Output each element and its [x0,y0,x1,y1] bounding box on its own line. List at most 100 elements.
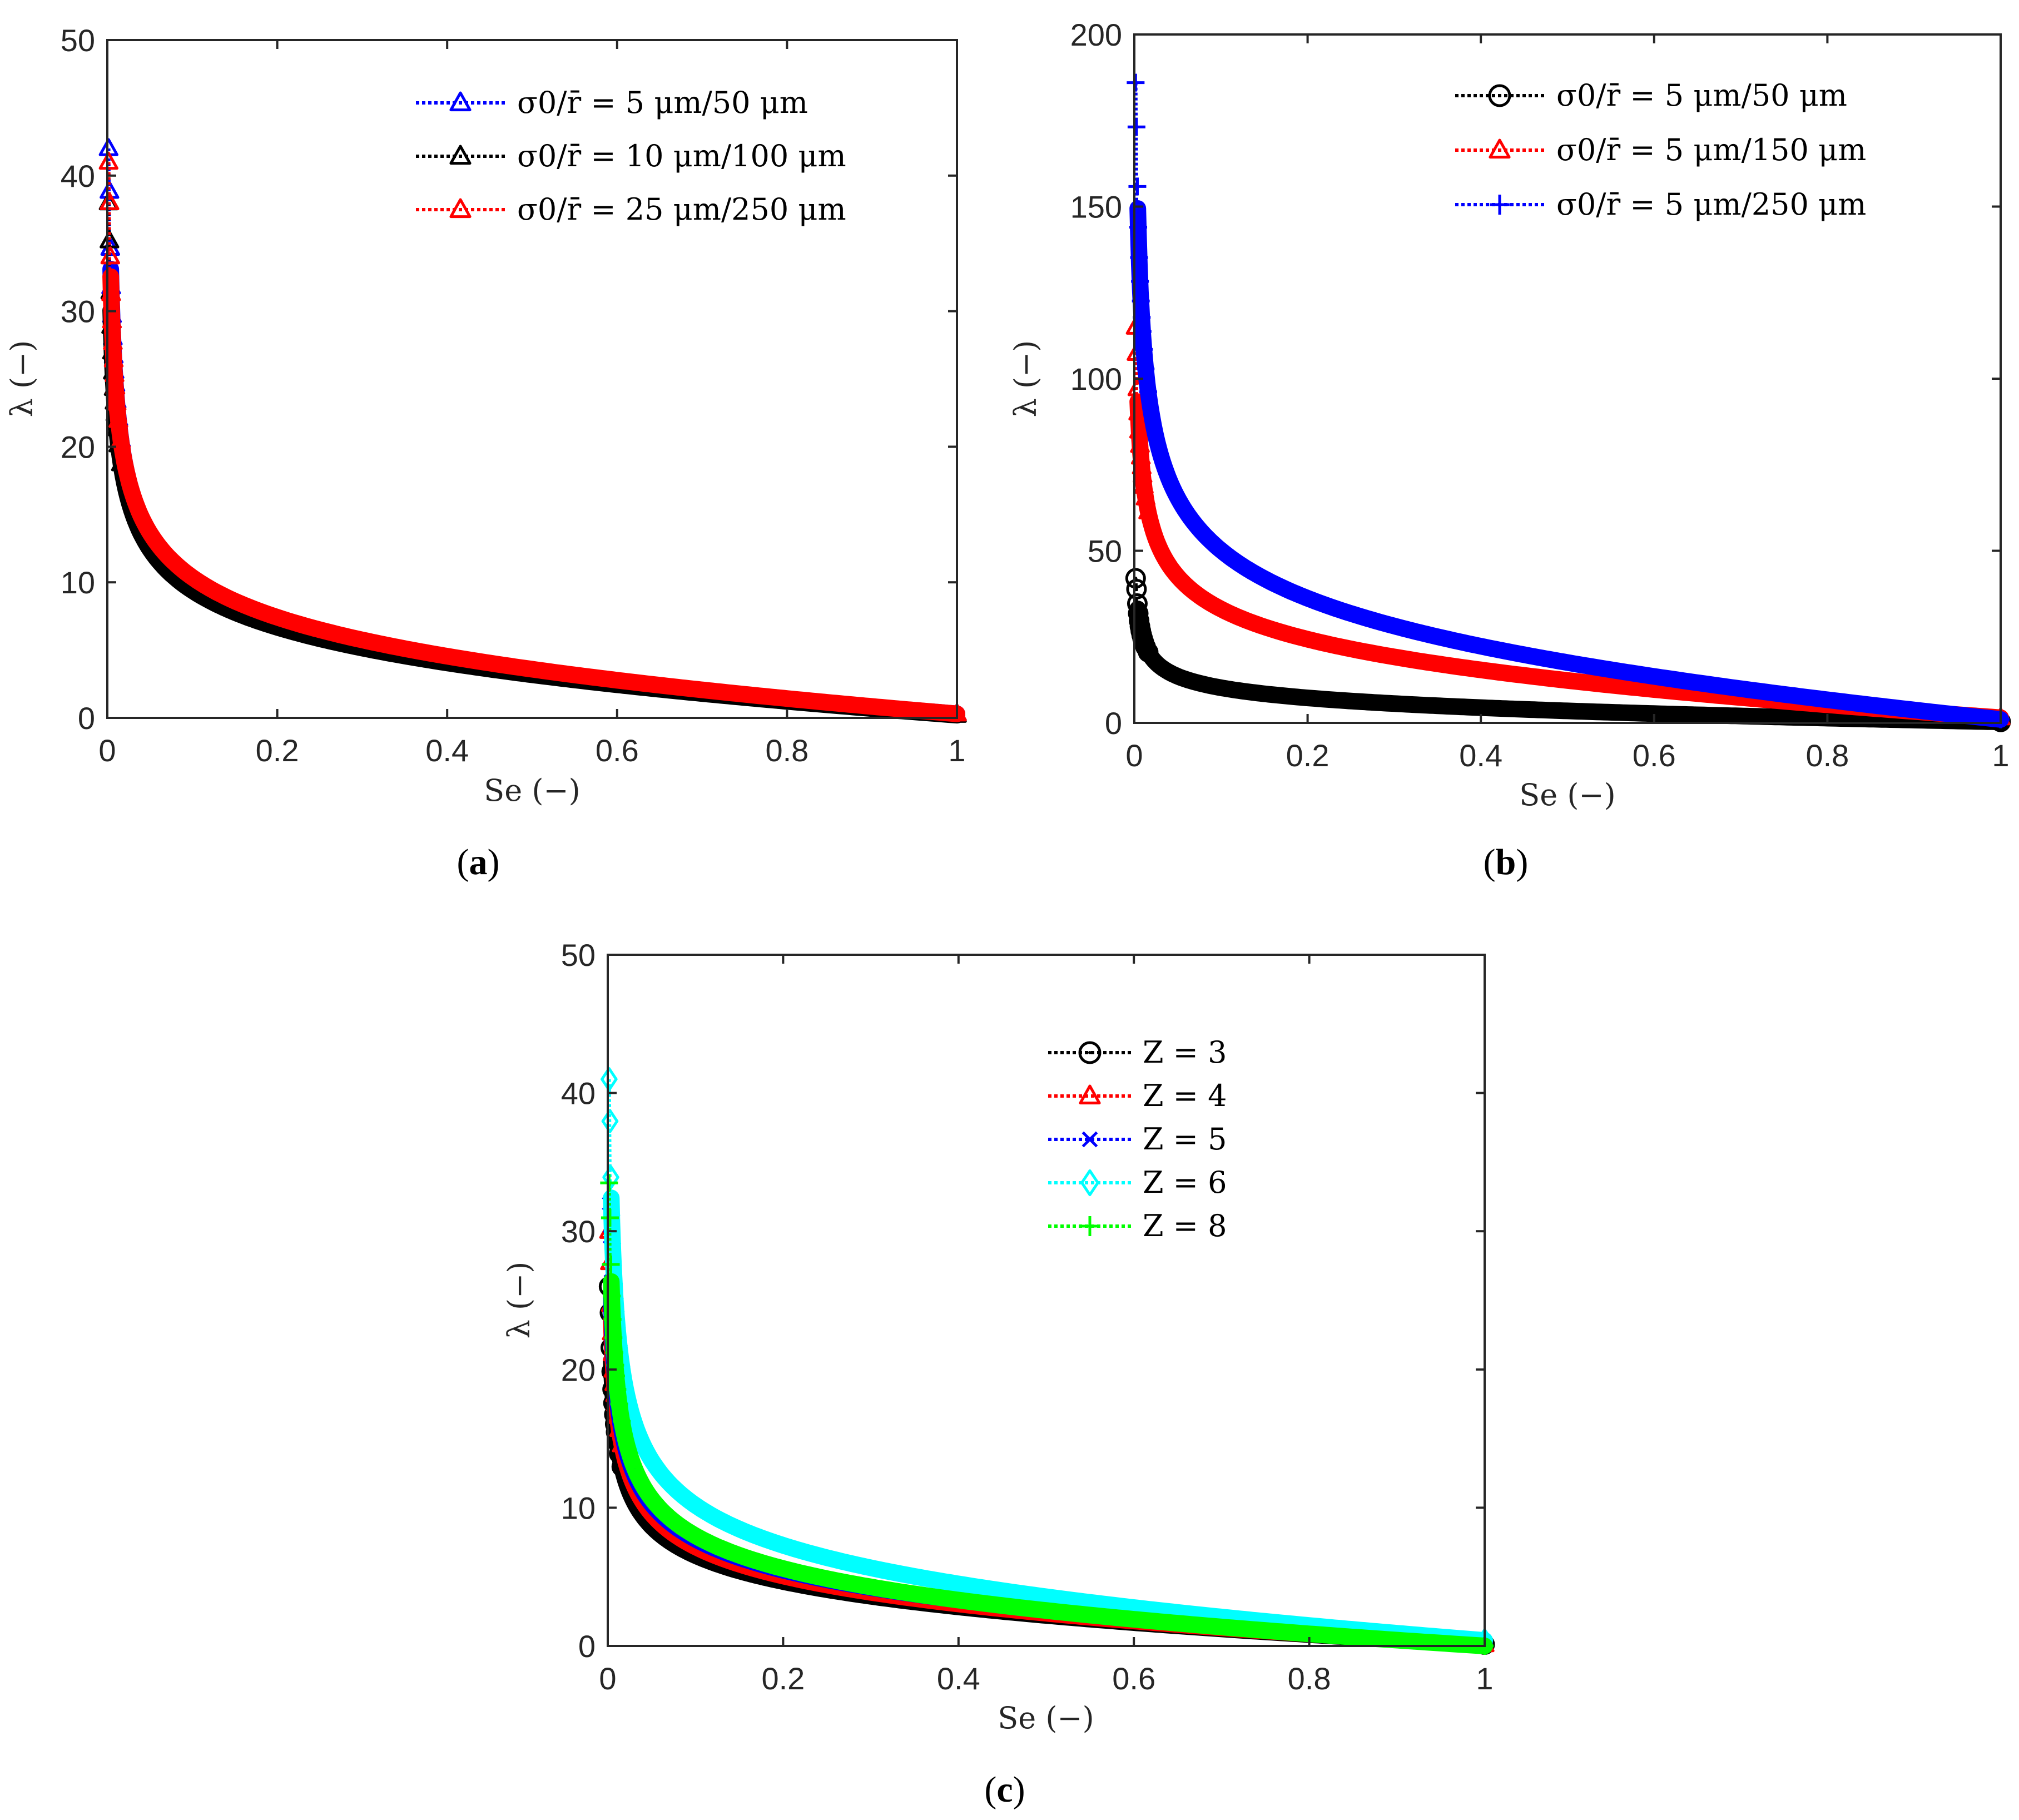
panel-b-series-2-point-10 [1137,360,1155,378]
panel-c-y-tick-label: 0 [578,1629,596,1664]
panel-c-series-3-band [603,1189,1493,1649]
panel-a-x-tick-label: 0 [98,733,116,768]
panel-c-legend-label: Z = 5 [1143,1122,1227,1157]
panel-b-legend-label: σ0/r̄ = 5 μm/50 μm [1556,78,1847,113]
panel-b-series-2-point-1 [1127,118,1145,136]
panel-a-series-2-point-10 [108,410,128,428]
panel-b-y-axis-label: λ (−) [1008,340,1043,418]
panel-a-x-axis-label: Se (−) [484,773,581,808]
panel-c-legend-label: Z = 8 [1143,1208,1227,1243]
panel-c-x-tick-label: 0.4 [937,1661,980,1696]
panel-a-series-2-point-5 [103,332,123,350]
panel-b-y-tick-label: 50 [1088,534,1122,569]
panel-c-x-axis-label: Se (−) [998,1700,1094,1735]
panel-b-ticks: 0 0.2 0.4 0.6 0.8 1 0 50 100 150 200 [1070,17,2010,773]
panel-a-x-tick-label: 0.4 [425,733,469,768]
panel-a-series-2-point-9 [107,393,127,411]
panel-c-legend-entry: Z = 6 [1048,1165,1227,1200]
panel-c-legend-entry: Z = 5 [1048,1122,1227,1157]
panel-b-legend-marker-1 [1489,138,1511,159]
panel-a-y-tick-label: 30 [61,294,95,329]
panel-b-y-tick-label: 100 [1070,361,1122,396]
panel-b-series-1-point-6 [1130,447,1151,465]
panel-a-y-tick-label: 0 [78,701,95,736]
panel-b-x-tick-label: 1 [1992,738,2009,773]
panel-b-series-2-point-0 [1127,73,1145,92]
panel-a-y-tick-label: 10 [61,565,95,600]
panel-c-caption: (c) [984,1769,1025,1810]
panel-c-series-2 [602,1196,1493,1652]
panel-c-series-4-point-2 [602,1255,620,1273]
panel-c-series-3-point-1 [601,1109,619,1133]
panel-b-series-2-point-4 [1130,249,1148,267]
panel-a-series-1-band [102,302,965,724]
panel-b-y-tick-label: 0 [1105,706,1122,741]
panel-c-legend-marker-4 [1080,1216,1100,1236]
panel-c-legend-marker-3 [1080,1169,1099,1197]
panel-c-legend-label: Z = 3 [1143,1035,1227,1070]
panel-a-series-2-point-1 [100,192,120,210]
panel-b-series-2 [1127,73,2010,728]
panel-a-x-tick-label: 1 [948,733,965,768]
panel-a-axes-box [106,39,958,719]
panel-b-series-0-point-11 [1138,642,1159,663]
panel-b-series-2-band [1129,200,2009,728]
panel-a-y-tick-label: 20 [61,429,95,464]
panel-c-x-tick-label: 0 [599,1661,616,1696]
panel-a-legend: σ0/r̄ = 5 μm/50 μm σ0/r̄ = 10 μm/100 μm σ0… [416,85,846,227]
panel-b-legend-entry: σ0/r̄ = 5 μm/250 μm [1455,187,1866,222]
panel-a-legend-label: σ0/r̄ = 25 μm/250 μm [517,192,846,227]
panel-a-legend-marker-0 [449,91,472,112]
panel-c-series-4-point-10 [610,1395,628,1413]
panel-b-series-0-point-0 [1125,568,1146,589]
panel-c-series [598,1067,1495,1655]
panel-c-legend-marker-2 [1082,1131,1098,1148]
panel-a-series-2 [98,151,967,722]
panel-a-series-2-point-11 [111,430,131,448]
panel-a-series-1 [98,192,967,724]
panel-b-series-2-point-3 [1129,218,1148,236]
panel-b-series-0 [1125,568,2011,732]
panel-c-y-tick-label: 30 [561,1214,596,1249]
panel-c-series-4-point-3 [603,1287,621,1305]
panel-b-legend-label: σ0/r̄ = 5 μm/150 μm [1556,132,1866,167]
panel-c-legend-marker-0 [1078,1041,1102,1064]
panel-c-legend-marker-1 [1079,1084,1101,1105]
panel-c-legend-label: Z = 6 [1143,1165,1227,1200]
panel-b-series-1-point-10 [1135,487,1155,505]
panel-a-y-tick-label: 50 [61,23,95,58]
panel-a-y-axis-label: λ (−) [4,340,39,418]
panel-c-y-tick-label: 50 [561,938,596,973]
panel-b-series-1-point-11 [1138,501,1158,520]
panel-a-legend-entry: σ0/r̄ = 25 μm/250 μm [416,192,846,227]
panel-c-legend-label: Z = 4 [1143,1078,1227,1113]
panel-c-y-tick-label: 40 [561,1076,596,1111]
panel-b-x-tick-label: 0 [1125,738,1143,773]
panel-b-legend-marker-2 [1490,195,1510,215]
panel-b-series-2-point-8 [1133,323,1152,341]
panel-a-x-tick-label: 0.2 [256,733,299,768]
panel-a-legend-entry: σ0/r̄ = 10 μm/100 μm [416,138,846,173]
panel-b-x-tick-label: 0.6 [1633,738,1676,773]
panel-a-series-2-point-2 [100,246,121,265]
panel-c-series-4-band [603,1273,1493,1654]
panel-b-series-2-point-11 [1139,383,1157,401]
panel-c-series-4 [600,1174,1494,1655]
panel-c-x-tick-label: 1 [1476,1661,1493,1696]
panel-b-x-axis-label: Se (−) [1519,777,1616,812]
panel-b-caption: (b) [1484,842,1529,882]
panel-c-axes-box [607,954,1486,1647]
panel-c-series-1 [599,1221,1495,1653]
panel-a-legend-marker-2 [449,198,472,219]
panel-c-legend-entry: Z = 3 [1048,1035,1227,1070]
panel-a-series [98,138,967,724]
panel-b-x-tick-label: 0.4 [1459,738,1502,773]
panel-b-series-2-point-2 [1128,177,1147,196]
panel-b-x-tick-label: 0.8 [1805,738,1849,773]
panel-a-series-2-point-end [947,703,967,722]
